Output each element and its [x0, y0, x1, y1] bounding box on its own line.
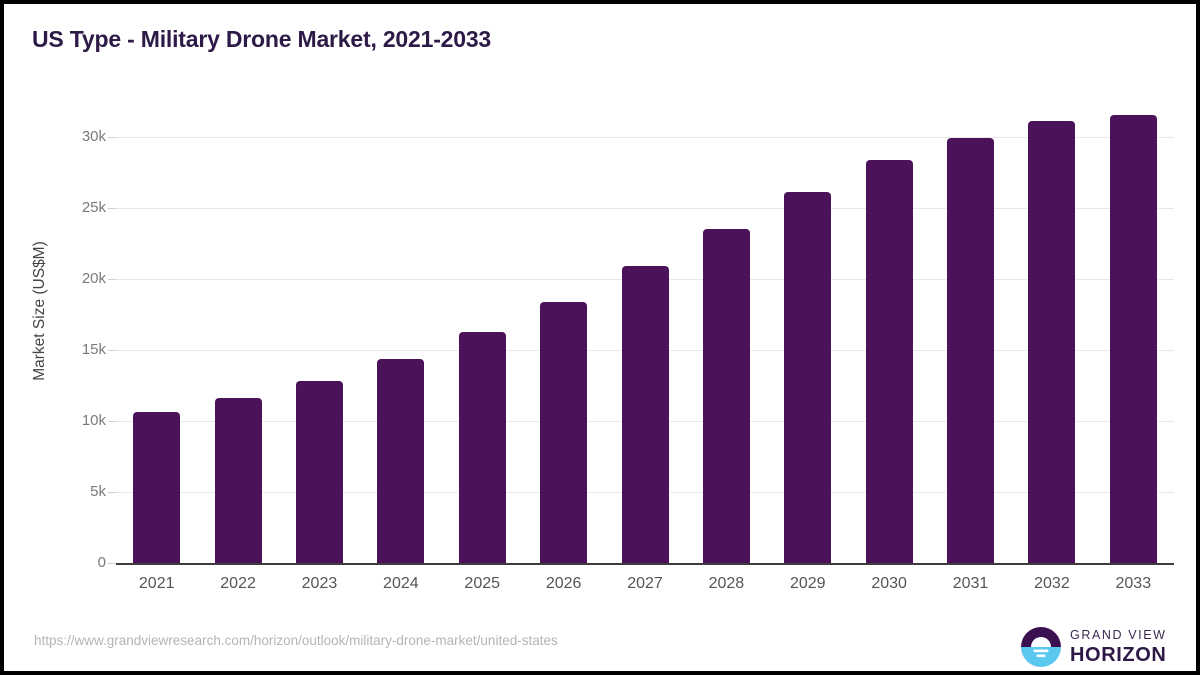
bar[interactable] [458, 332, 506, 563]
bar-series [4, 4, 1196, 671]
x-tick-label: 2031 [952, 575, 989, 592]
x-axis-line [116, 563, 1174, 565]
y-tick-mark [108, 279, 116, 280]
logo-line-horizon: HORIZON [1070, 643, 1167, 666]
page-title: US Type - Military Drone Market, 2021-20… [32, 26, 492, 52]
y-tick-label: 30k [81, 128, 106, 145]
y-tick-mark [108, 421, 116, 422]
y-tick-mark [108, 208, 116, 209]
x-tick-label: 2022 [220, 575, 256, 592]
y-tick-label: 5k [90, 483, 106, 500]
x-tick-label: 2023 [301, 575, 338, 592]
x-tick-label: 2029 [789, 575, 826, 592]
y-tick-mark [108, 137, 116, 138]
x-tick-label: 2021 [138, 575, 175, 592]
x-tick-label: 2032 [1034, 575, 1070, 592]
y-tick-mark [108, 492, 116, 493]
x-tick-label: 2025 [464, 575, 501, 592]
y-axis-ticks: 0 5k 10k 15k 20k 25k 30k [46, 4, 106, 671]
bar[interactable] [1109, 114, 1157, 563]
y-tick-label: 10k [81, 412, 106, 429]
logo-wordmark: GRAND VIEW HORIZON [1070, 628, 1180, 667]
x-tick-label: 2030 [871, 575, 907, 592]
y-tick-label: 15k [81, 341, 106, 358]
bar[interactable] [133, 412, 181, 563]
x-tick-label: 2024 [383, 575, 419, 592]
x-tick-label: 2027 [627, 575, 663, 592]
bar[interactable] [295, 380, 343, 563]
bar[interactable] [214, 397, 262, 563]
bar[interactable] [377, 358, 425, 563]
plot-area: Market Size (US$M) 0 5k 10k 15k 20k 25k 30k 20… [4, 4, 1196, 671]
logo-line-grand-view: GRAND VIEW [1070, 628, 1167, 642]
source-url[interactable]: https://www.grandviewresearch.com/horizo… [34, 633, 558, 648]
bar[interactable] [865, 160, 913, 563]
y-tick-label: 20k [81, 270, 106, 287]
y-tick-label: 0 [97, 554, 106, 571]
bar[interactable] [702, 229, 750, 563]
bar[interactable] [621, 266, 669, 563]
gridline [116, 137, 1174, 138]
x-tick-label: 2028 [708, 575, 745, 592]
bar[interactable] [1028, 121, 1076, 563]
horizon-sun-icon [1021, 627, 1061, 667]
bar[interactable] [540, 301, 588, 563]
y-tick-mark [108, 563, 116, 564]
gridline [116, 208, 1174, 209]
y-tick-label: 25k [81, 199, 106, 216]
brand-logo[interactable]: GRAND VIEW HORIZON [1020, 624, 1180, 670]
x-tick-label: 2026 [545, 575, 582, 592]
x-tick-label: 2033 [1115, 575, 1152, 592]
y-tick-mark [108, 350, 116, 351]
bar[interactable] [947, 137, 995, 563]
bar[interactable] [784, 192, 832, 563]
